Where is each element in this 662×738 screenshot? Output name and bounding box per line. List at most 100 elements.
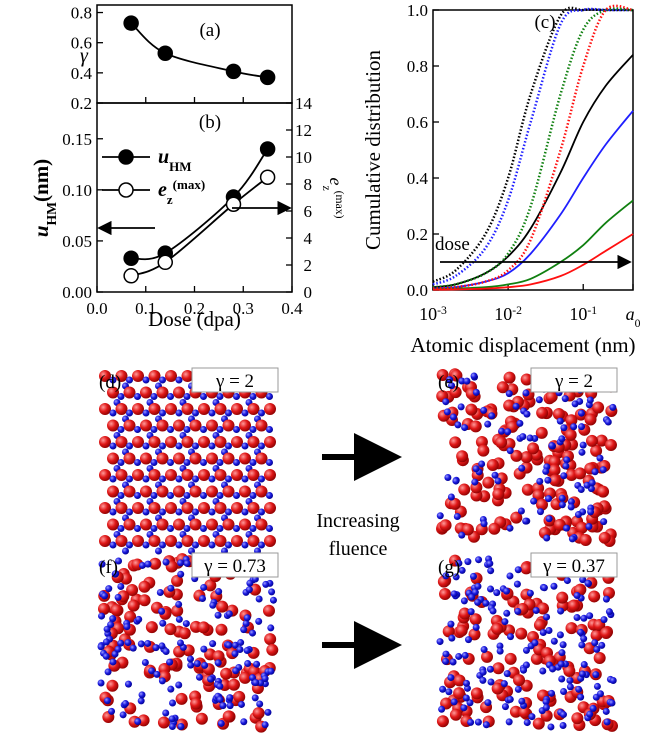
panel-label: (d): [99, 372, 121, 393]
atom-blue: [480, 646, 488, 654]
atom-red: [165, 370, 177, 382]
atom-blue: [209, 640, 217, 648]
atom-red: [264, 403, 276, 415]
atom-red: [173, 419, 185, 432]
atom-red: [548, 455, 561, 468]
atom-red: [590, 629, 603, 642]
atom-blue: [144, 639, 152, 647]
atom-red: [115, 403, 128, 415]
atom-blue: [249, 629, 257, 637]
atom-red: [204, 579, 217, 592]
atom-red: [214, 436, 227, 448]
atom-blue: [249, 426, 257, 433]
atom-blue: [233, 426, 240, 433]
atom-blue: [264, 708, 272, 716]
atom-blue: [608, 699, 616, 707]
atom-red: [465, 403, 478, 416]
atom-red: [214, 535, 227, 547]
atom-red: [214, 403, 227, 415]
atom-blue: [215, 588, 223, 596]
atom-blue: [452, 573, 460, 581]
atom-red: [456, 450, 469, 463]
atom-red: [99, 436, 111, 448]
y-tick-label: 0.8: [407, 57, 428, 76]
atom-blue: [134, 459, 141, 466]
atom-blue: [596, 690, 604, 698]
atom-blue: [586, 396, 594, 404]
atom-blue: [517, 507, 525, 515]
atom-blue: [531, 639, 539, 647]
atom-blue: [566, 677, 574, 685]
atom-blue: [109, 475, 117, 483]
atom-red: [549, 474, 562, 487]
atom-blue: [241, 442, 249, 450]
atom-blue: [536, 477, 544, 485]
atom-blue: [577, 628, 585, 636]
atom-blue: [496, 647, 504, 655]
atom-blue: [240, 626, 248, 634]
atom-blue: [560, 472, 568, 480]
x-tick-label-part: 10: [569, 304, 587, 324]
atom-blue: [512, 402, 520, 410]
y2-tick-label: 0: [304, 283, 313, 302]
atom-red: [165, 535, 177, 547]
atom-blue: [549, 665, 557, 673]
atom-blue: [507, 633, 515, 641]
atom-blue: [489, 607, 497, 615]
atom-blue: [599, 466, 607, 474]
atom-blue: [486, 560, 494, 568]
atom-red: [439, 519, 452, 532]
atom-blue: [493, 589, 501, 597]
atom-blue: [520, 666, 528, 674]
atom-blue: [183, 492, 191, 499]
atom-blue: [183, 426, 191, 433]
atom-blue: [558, 649, 566, 657]
atom-blue: [159, 475, 166, 483]
atom-blue: [488, 412, 496, 420]
atom-blue: [152, 644, 160, 652]
atom-red: [107, 485, 119, 498]
atom-blue: [200, 645, 208, 653]
atom-blue: [266, 459, 273, 466]
atom-blue: [586, 612, 594, 620]
data-point: [225, 63, 242, 80]
atom-blue: [479, 668, 487, 676]
atom-blue: [506, 572, 514, 580]
atom-blue: [484, 420, 492, 428]
atom-red: [132, 436, 144, 448]
atom-blue: [550, 637, 558, 645]
atom-red: [495, 436, 508, 449]
atom-red: [197, 621, 210, 634]
atom-red: [123, 518, 136, 531]
atom-blue: [249, 492, 257, 499]
atom-blue: [109, 376, 117, 384]
atom-blue: [563, 524, 571, 532]
atom-blue: [496, 642, 504, 650]
atom-red: [231, 403, 243, 415]
atom-red: [164, 623, 177, 636]
atom-red: [247, 502, 260, 514]
atom-red: [255, 452, 268, 465]
atom-blue: [225, 610, 233, 618]
atom-blue: [117, 582, 125, 590]
atom-blue: [117, 393, 125, 400]
atom-blue: [108, 707, 116, 715]
atom-blue: [103, 697, 111, 705]
atom-blue: [559, 641, 567, 649]
atom-blue: [216, 393, 224, 400]
atom-red: [126, 583, 139, 596]
atom-blue: [559, 722, 567, 730]
y-tick-label: 0.10: [62, 181, 92, 200]
atom-blue: [472, 623, 480, 631]
atom-blue: [522, 646, 530, 654]
atom-blue: [167, 459, 174, 466]
atom-blue: [535, 396, 543, 404]
atom-blue: [137, 640, 145, 648]
atom-blue: [589, 704, 597, 712]
data-point: [123, 15, 139, 31]
atom-red: [99, 502, 111, 514]
atom-blue: [567, 498, 575, 506]
atom-blue: [214, 659, 222, 667]
atom-red: [132, 469, 144, 481]
